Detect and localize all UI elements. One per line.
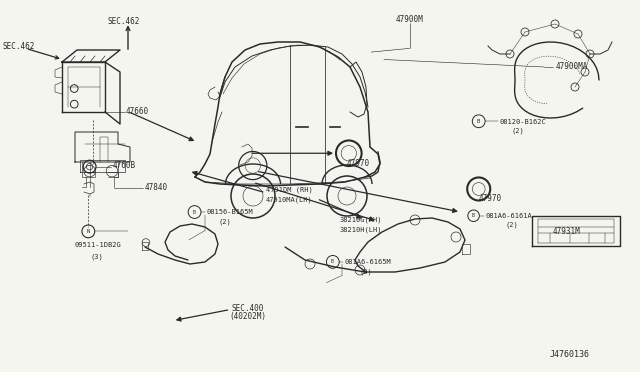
Text: 47970: 47970 [346, 159, 369, 168]
Text: SEC.400: SEC.400 [232, 304, 264, 312]
Text: 09511-1DB2G: 09511-1DB2G [74, 242, 121, 248]
Text: 38210G(RH): 38210G(RH) [339, 217, 381, 224]
Text: (3): (3) [91, 253, 104, 260]
Text: (2): (2) [219, 218, 232, 225]
Text: B: B [193, 209, 195, 215]
Text: J4760136: J4760136 [549, 350, 589, 359]
Text: 4791DM (RH): 4791DM (RH) [266, 186, 312, 193]
Text: 4760B: 4760B [113, 161, 136, 170]
Text: 081A6-6161A: 081A6-6161A [485, 213, 532, 219]
Text: B: B [477, 119, 480, 124]
Text: 47840: 47840 [145, 183, 168, 192]
Text: (2): (2) [360, 268, 372, 275]
Text: B: B [331, 259, 333, 264]
Text: 47970: 47970 [479, 194, 502, 203]
Text: B: B [472, 213, 474, 218]
Text: 38210H(LH): 38210H(LH) [339, 227, 381, 233]
Text: (2): (2) [506, 222, 518, 228]
Text: 47910MA(LH): 47910MA(LH) [266, 196, 312, 203]
Text: 47931M: 47931M [553, 227, 580, 236]
Text: (40202M): (40202M) [229, 312, 266, 321]
Text: (2): (2) [512, 128, 525, 134]
Text: 081A6-6165M: 081A6-6165M [344, 259, 391, 265]
Text: 47900MA: 47900MA [556, 62, 588, 71]
Text: 47900M: 47900M [396, 15, 423, 24]
Text: SEC.462: SEC.462 [3, 42, 35, 51]
Text: N: N [86, 229, 90, 234]
Text: 08120-B162C: 08120-B162C [499, 119, 546, 125]
Text: 47660: 47660 [126, 107, 149, 116]
Text: SEC.462: SEC.462 [108, 17, 140, 26]
Text: 08156-B165M: 08156-B165M [206, 209, 253, 215]
